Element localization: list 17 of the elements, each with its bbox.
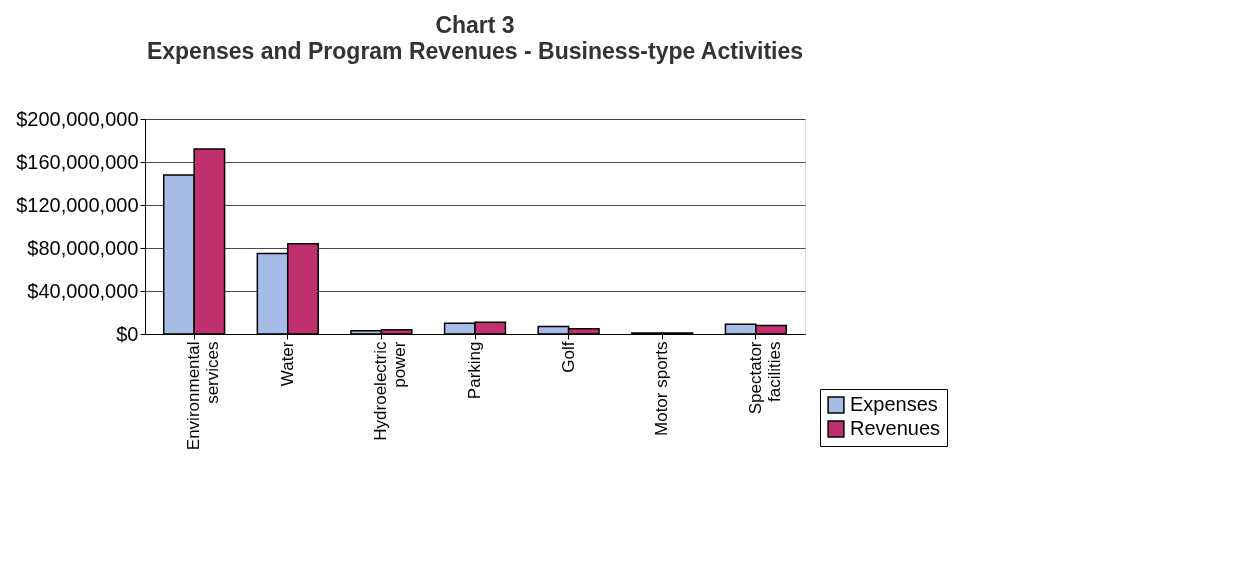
y-tick-label: $200,000,000: [16, 107, 139, 130]
legend-label: Revenues: [850, 417, 941, 439]
chart-subtitle: Expenses and Program Revenues - Business-type Activities: [146, 38, 804, 64]
y-tick-label: $160,000,000: [16, 150, 139, 173]
chart-title: Chart 3: [435, 12, 515, 38]
x-tick-label: Spectator facilities: [745, 341, 784, 415]
legend-label: Expenses: [850, 393, 938, 415]
x-tick-label: Golf: [558, 341, 578, 373]
y-tick-label: $40,000,000: [27, 279, 139, 302]
x-tick-label: Hydroelectric power: [371, 341, 410, 441]
x-tick-label: Water: [277, 341, 297, 387]
x-tick-label: Motor sports: [652, 341, 672, 436]
x-tick-label: Environmental services: [184, 341, 223, 451]
x-tick-label: Parking: [465, 341, 484, 400]
y-tick-label: $0: [116, 322, 139, 345]
y-tick-label: $80,000,000: [27, 236, 139, 259]
y-tick-label: $120,000,000: [16, 193, 139, 216]
